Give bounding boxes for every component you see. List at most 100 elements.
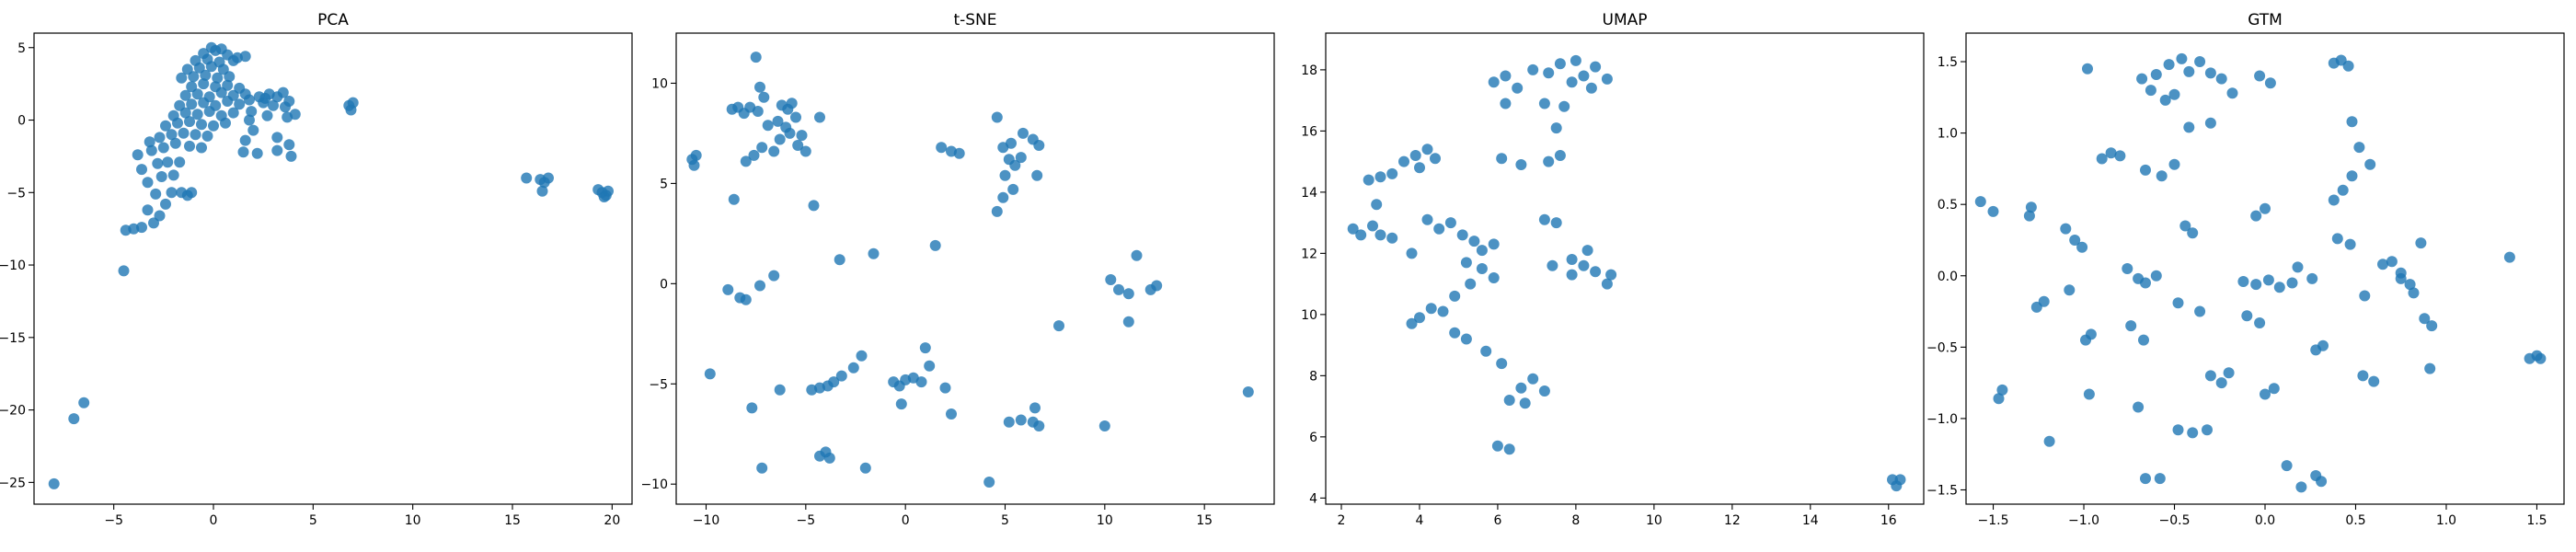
scatter-point [1488,272,1500,283]
scatter-point [1015,414,1027,426]
scatter-point [704,368,716,380]
scatter-point [142,177,154,189]
scatter-point [186,187,198,199]
scatter-point [285,150,297,162]
scatter-point [268,99,279,111]
scatter-point [1367,220,1378,232]
scatter-point [1421,144,1433,155]
scatter-point [157,142,169,154]
scatter-point [924,360,936,372]
scatter-point [1105,274,1117,285]
scatter-point [271,132,283,144]
scatter-point [1538,98,1550,109]
scatter-point [915,376,927,388]
scatter-point [2105,147,2117,159]
scatter-point [205,41,217,53]
scatter-point [1449,327,1461,339]
scatter-point [784,127,796,139]
scatter-point [68,413,80,425]
scatter-point [868,247,880,259]
scatter-point [543,172,554,184]
scatter-point [750,52,762,63]
scatter-point [152,157,164,169]
scatter-point [2194,56,2206,67]
scatter-point [835,370,847,382]
scatter-point [2082,63,2093,75]
scatter-point [1515,159,1527,170]
scatter-point [1460,333,1472,345]
scatter-point [756,462,768,474]
scatter-point [144,136,155,148]
scatter-point [166,187,178,199]
scatter-point [167,169,179,181]
scatter-point [210,81,222,93]
scatter-point [1554,58,1566,70]
scatter-point [145,144,157,156]
scatter-point [2122,263,2133,274]
scatter-point [1406,317,1418,329]
scatter-point [246,106,258,118]
x-tick-label: 5 [1001,513,1009,528]
y-tick-label: 1.5 [1938,55,1958,70]
scatter-point [1894,474,1906,486]
scatter-point [2424,362,2436,374]
scatter-point [1033,140,1045,151]
axes-frame [33,32,633,505]
scatter-point [191,88,203,100]
y-tick-label: −1.5 [1926,483,1958,498]
scatter-point [2215,73,2227,85]
y-tick-label: −10 [640,477,668,492]
scatter-point [222,79,234,91]
scatter-point [690,149,702,161]
scatter-point [722,283,734,295]
scatter-point [1519,397,1531,409]
scatter-point [2353,142,2365,154]
scatter-point [234,98,246,110]
scatter-point [2163,59,2175,71]
scatter-point [2043,435,2055,447]
scatter-point [212,72,224,84]
scatter-point [983,477,995,488]
scatter-point [799,145,811,157]
scatter-point [2125,320,2137,332]
scatter-point [239,51,251,63]
scatter-point [2503,251,2515,263]
scatter-point [1144,283,1156,295]
scatter-point [1527,373,1539,385]
scatter-point [179,89,191,101]
scatter-point [746,402,758,414]
x-tick-label: 10 [405,513,421,528]
scatter-point [237,146,249,158]
scatter-point [186,98,198,110]
panel-gtm: GTM −1.5 −1.0 −0.5 0.0 0.5 1.0 1.5 −1.5 −1.0 −0.5… [1926,11,2565,528]
scatter-point [2426,320,2438,332]
panel-title: PCA [317,11,349,29]
x-tick-label: 10 [1646,513,1662,528]
scatter-point [2404,279,2416,291]
scatter-point [2194,305,2206,317]
scatter-point [772,115,784,127]
scatter-point [1242,386,1254,397]
scatter-point [2156,170,2168,182]
scatter-point [929,239,941,251]
scatter-point [2524,352,2536,364]
scatter-point [2419,313,2431,325]
scatter-point [774,133,786,145]
scatter-point [1996,384,2008,396]
scatter-point [247,124,259,136]
scatter-point [991,111,1003,123]
scatter-point [768,145,780,157]
scatter-point [2133,401,2145,413]
y-tick-label: 0.0 [1938,270,1958,284]
scatter-point [856,350,868,362]
scatter-point [2268,383,2280,395]
scatter-point [2408,287,2420,299]
scatter-point [190,129,201,141]
scatter-point [1363,174,1374,186]
scatter-point [1581,245,1593,257]
scatter-point [1515,382,1527,394]
scatter-point [1601,278,1613,290]
scatter-point [740,155,752,167]
scatter-point [2060,223,2072,235]
scatter-point [740,293,752,305]
